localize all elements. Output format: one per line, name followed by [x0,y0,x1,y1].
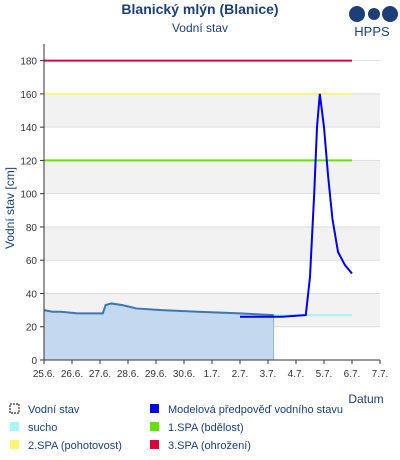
y-tick-label: 100 [20,190,37,201]
x-tick-label: 1.7. [204,369,221,380]
legend-label: 1.SPA (bdělost) [168,422,244,434]
legend-marker [150,440,159,449]
legend-marker [9,403,20,414]
legend-label: Vodní stav [28,404,80,416]
grid-band [44,226,380,261]
logo: HPPS [349,6,398,39]
y-tick-label: 20 [26,323,38,334]
legend-label: Modelová předpověď vodního stavu [168,404,343,416]
y-tick-label: 0 [31,356,37,367]
series-line [43,302,274,317]
x-tick-label: 3.7. [260,369,277,380]
x-axis-label: Datum [348,392,383,406]
y-axis-label: Vodní stav [cm] [3,167,17,249]
grid-band [44,93,380,128]
legend-label: 2.SPA (pohotovost) [28,440,122,452]
x-tick-label: 5.7. [316,369,333,380]
y-tick-label: 80 [26,223,38,234]
y-tick-label: 140 [20,123,37,134]
y-tick-label: 40 [26,289,38,300]
y-tick-label: 180 [20,57,37,68]
x-tick-label: 29.6. [145,369,167,380]
legend-marker [10,440,19,449]
legend-label: sucho [28,422,57,434]
x-tick-label: 30.6. [173,369,195,380]
legend-label: 3.SPA (ohrožení) [168,440,251,452]
x-tick-label: 6.7. [344,369,361,380]
chart-title: Blanický mlýn (Blanice) [121,1,278,17]
series-line [240,93,353,318]
logo-text: HPPS [354,24,390,39]
x-tick-label: 26.6. [61,369,83,380]
legend-marker [150,422,159,431]
legend-marker [150,404,159,413]
x-tick-label: 7.7. [372,369,389,380]
x-tick-label: 2.7. [232,369,249,380]
grid-band [44,160,380,194]
y-tick-label: 120 [20,156,37,167]
chart-subtitle: Vodní stav [172,21,228,35]
x-tick-label: 4.7. [288,369,305,380]
x-tick-label: 25.6. [33,369,55,380]
x-tick-label: 28.6. [117,369,139,380]
y-tick-label: 160 [20,90,37,101]
legend-marker [10,422,19,431]
x-tick-label: 27.6. [89,369,111,380]
y-tick-label: 60 [26,256,38,267]
